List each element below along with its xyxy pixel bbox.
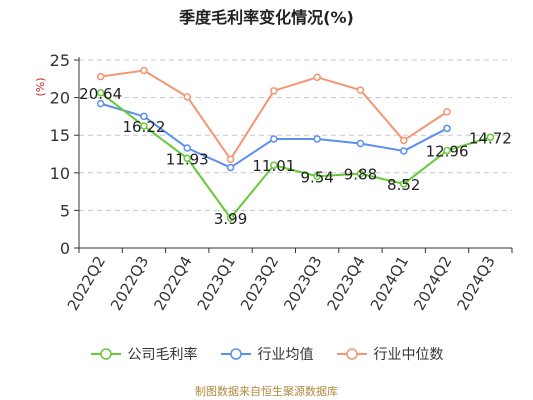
data-point <box>226 155 235 164</box>
x-tick-label: 2023Q2 <box>237 253 282 314</box>
data-point <box>140 112 148 121</box>
legend-label: 行业中位数 <box>373 347 444 363</box>
series-line <box>100 69 448 161</box>
data-point <box>356 169 365 178</box>
data-point <box>443 146 451 155</box>
data-point <box>183 144 191 152</box>
data-point <box>140 66 148 75</box>
x-tick-label: 2022Q4 <box>150 253 195 314</box>
x-tick-label: 2023Q3 <box>280 253 325 314</box>
legend-marker-icon <box>336 348 367 360</box>
data-point <box>400 136 408 145</box>
series-lines <box>96 66 495 222</box>
data-label: 3.99 <box>214 210 247 228</box>
data-label: 9.54 <box>300 168 333 186</box>
legend-label: 行业均值 <box>257 347 314 363</box>
x-tick-label: 2024Q3 <box>453 253 498 314</box>
data-point <box>270 135 278 143</box>
data-label: 9.88 <box>344 166 377 184</box>
data-point <box>486 133 495 142</box>
data-point <box>96 89 105 97</box>
data-point <box>183 93 191 101</box>
x-tick-label: 2022Q2 <box>64 253 109 314</box>
data-label: 20.64 <box>79 85 122 103</box>
data-label: 8.52 <box>387 176 420 194</box>
data-point <box>443 124 451 133</box>
data-label: 11.01 <box>252 157 295 175</box>
x-tick-label: 2023Q4 <box>324 253 369 314</box>
y-tick-label: 10 <box>50 164 70 183</box>
data-point <box>443 108 451 116</box>
legend-label: 公司毛利率 <box>127 347 198 363</box>
x-tick-label: 2024Q1 <box>367 253 412 314</box>
data-label: 16.22 <box>122 118 165 136</box>
data-point <box>270 161 278 169</box>
y-axis-label: (%) <box>34 77 47 96</box>
data-point <box>400 147 408 155</box>
legend-marker-icon <box>220 348 251 360</box>
x-tick-label: 2024Q2 <box>410 253 455 314</box>
data-point <box>96 99 105 108</box>
y-tick-label: 5 <box>60 201 70 220</box>
legend-marker-icon <box>90 348 121 360</box>
data-point <box>226 214 235 222</box>
data-point <box>313 73 321 82</box>
y-tick-label: 20 <box>50 89 70 108</box>
line-chart: 0510152025(%)2022Q22022Q32022Q42023Q1202… <box>34 51 513 314</box>
legend: 公司毛利率 行业均值 行业中位数 <box>0 344 533 364</box>
data-label: 14.72 <box>469 129 512 147</box>
data-point <box>183 154 191 163</box>
source-note: 制图数据来自恒生聚源数据库 <box>195 385 338 398</box>
y-tick-label: 15 <box>50 126 70 145</box>
chart-title: 季度毛利率变化情况(%) <box>179 8 354 27</box>
data-point <box>313 172 321 181</box>
x-tick-label: 2022Q3 <box>107 253 152 314</box>
data-point <box>400 180 408 188</box>
data-label: 11.93 <box>166 150 209 168</box>
legend-item[interactable]: 行业中位数 <box>336 344 444 364</box>
data-point <box>270 87 278 95</box>
grid-lines <box>79 59 512 211</box>
data-point <box>356 139 365 148</box>
y-tick-label: 25 <box>50 51 70 70</box>
legend-item[interactable]: 行业均值 <box>220 344 314 364</box>
data-point <box>96 72 105 81</box>
data-label: 12.96 <box>426 143 469 161</box>
legend-item[interactable]: 公司毛利率 <box>90 344 198 364</box>
data-point <box>140 122 148 130</box>
series-line <box>100 91 491 219</box>
data-point <box>356 86 365 94</box>
data-point <box>313 135 321 143</box>
y-tick-label: 0 <box>60 239 70 258</box>
x-tick-label: 2023Q1 <box>194 253 239 314</box>
data-point <box>226 163 235 172</box>
